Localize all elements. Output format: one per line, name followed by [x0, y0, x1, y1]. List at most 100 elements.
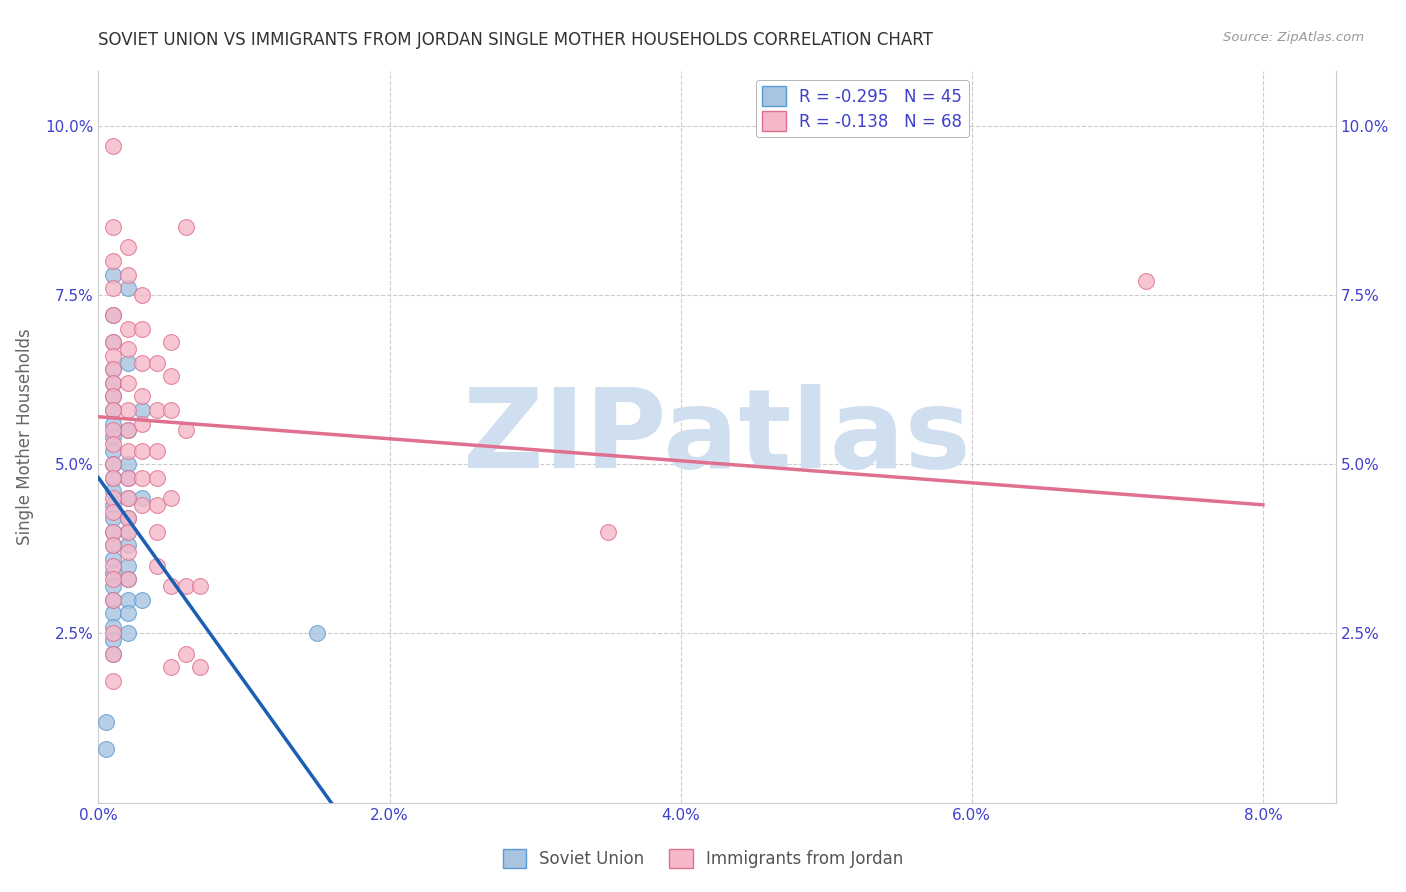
Point: [101, 430, 124, 444]
Point: [117, 355, 139, 369]
Point: [101, 443, 124, 458]
Point: [94, 714, 117, 729]
Point: [101, 505, 124, 519]
Point: [131, 491, 153, 505]
Point: [117, 342, 139, 356]
Point: [117, 322, 139, 336]
Point: [131, 443, 153, 458]
Y-axis label: Single Mother Households: Single Mother Households: [15, 329, 34, 545]
Point: [101, 254, 124, 268]
Point: [117, 558, 139, 573]
Point: [101, 281, 124, 295]
Point: [174, 220, 197, 235]
Point: [174, 579, 197, 593]
Point: [101, 349, 124, 363]
Point: [117, 423, 139, 437]
Point: [174, 647, 197, 661]
Point: [101, 457, 124, 471]
Point: [101, 647, 124, 661]
Point: [117, 268, 139, 282]
Point: [131, 417, 153, 431]
Point: [101, 362, 124, 376]
Point: [101, 139, 124, 153]
Point: [131, 288, 153, 302]
Point: [131, 389, 153, 403]
Point: [101, 498, 124, 512]
Point: [131, 355, 153, 369]
Point: [596, 524, 619, 539]
Point: [101, 538, 124, 552]
Text: Source: ZipAtlas.com: Source: ZipAtlas.com: [1223, 31, 1364, 45]
Point: [101, 552, 124, 566]
Point: [101, 362, 124, 376]
Point: [117, 423, 139, 437]
Point: [305, 626, 328, 640]
Point: [101, 606, 124, 620]
Point: [117, 572, 139, 586]
Point: [101, 579, 124, 593]
Point: [117, 491, 139, 505]
Point: [94, 741, 117, 756]
Point: [131, 592, 153, 607]
Point: [117, 471, 139, 485]
Point: [101, 592, 124, 607]
Point: [117, 511, 139, 525]
Point: [101, 620, 124, 634]
Point: [188, 579, 211, 593]
Point: [145, 471, 167, 485]
Point: [101, 308, 124, 322]
Point: [117, 626, 139, 640]
Point: [101, 572, 124, 586]
Point: [117, 572, 139, 586]
Point: [160, 660, 183, 674]
Point: [101, 389, 124, 403]
Point: [117, 240, 139, 254]
Point: [101, 308, 124, 322]
Point: [160, 491, 183, 505]
Point: [101, 389, 124, 403]
Point: [101, 592, 124, 607]
Point: [131, 403, 153, 417]
Point: [101, 524, 124, 539]
Point: [101, 647, 124, 661]
Point: [101, 403, 124, 417]
Point: [101, 437, 124, 451]
Point: [101, 673, 124, 688]
Point: [1135, 274, 1157, 288]
Point: [101, 626, 124, 640]
Point: [145, 443, 167, 458]
Point: [145, 355, 167, 369]
Point: [101, 335, 124, 350]
Point: [101, 491, 124, 505]
Point: [117, 457, 139, 471]
Legend: Soviet Union, Immigrants from Jordan: Soviet Union, Immigrants from Jordan: [496, 842, 910, 875]
Point: [131, 322, 153, 336]
Point: [101, 220, 124, 235]
Point: [145, 403, 167, 417]
Point: [101, 457, 124, 471]
Point: [101, 566, 124, 580]
Point: [117, 403, 139, 417]
Legend: R = -0.295   N = 45, R = -0.138   N = 68: R = -0.295 N = 45, R = -0.138 N = 68: [755, 79, 969, 137]
Point: [160, 369, 183, 384]
Point: [117, 376, 139, 390]
Point: [101, 335, 124, 350]
Point: [145, 498, 167, 512]
Point: [117, 443, 139, 458]
Point: [117, 592, 139, 607]
Point: [188, 660, 211, 674]
Point: [117, 524, 139, 539]
Point: [117, 471, 139, 485]
Point: [117, 524, 139, 539]
Point: [101, 403, 124, 417]
Point: [160, 403, 183, 417]
Point: [101, 524, 124, 539]
Point: [101, 484, 124, 499]
Point: [101, 558, 124, 573]
Point: [145, 524, 167, 539]
Point: [101, 538, 124, 552]
Point: [101, 471, 124, 485]
Point: [101, 376, 124, 390]
Text: ZIPatlas: ZIPatlas: [463, 384, 972, 491]
Point: [101, 268, 124, 282]
